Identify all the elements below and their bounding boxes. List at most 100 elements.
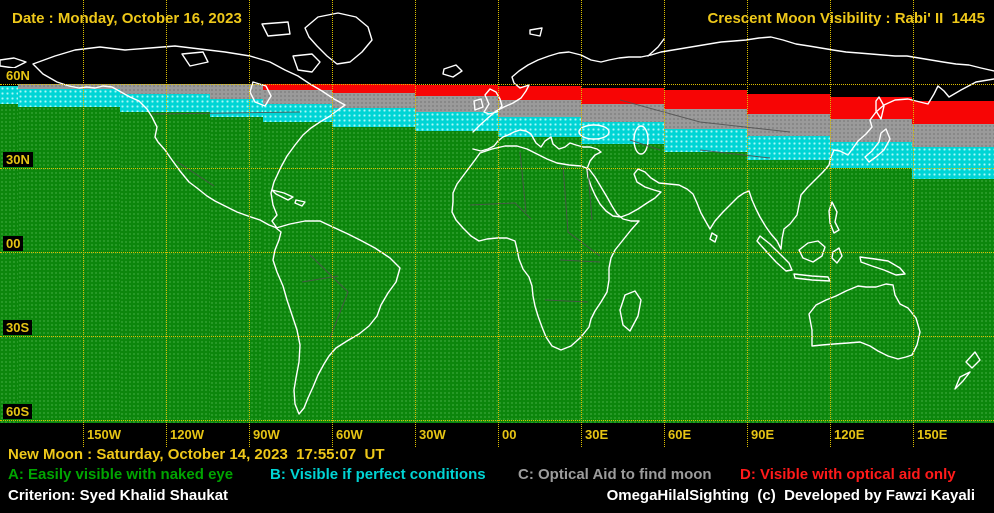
zone-c-gray — [498, 100, 581, 117]
date-title: Date : Monday, October 16, 2023 — [12, 10, 242, 27]
coastline-cuba — [271, 189, 294, 201]
coastline-hudson-bay — [249, 81, 272, 107]
lat-tick-label: 30N — [3, 152, 33, 167]
zone-d-red — [747, 94, 830, 114]
zone-b-cyan — [18, 89, 120, 107]
coastline-borneo — [798, 240, 826, 263]
coastline-hispaniola — [294, 199, 306, 207]
lon-tick-label: 120E — [834, 427, 865, 442]
coastline-philippines — [828, 201, 840, 234]
zone-a-green — [18, 107, 120, 423]
zone-a-green — [498, 137, 581, 423]
zone-b-cyan — [498, 117, 581, 137]
coastline-new-zealand-north — [965, 351, 981, 369]
zone-d-red — [830, 97, 912, 119]
country-borders — [151, 99, 791, 339]
zone-d-red — [912, 101, 994, 124]
zone-b-cyan — [664, 129, 747, 152]
lon-tick-label: 90E — [751, 427, 775, 442]
zone-a-green — [581, 144, 664, 423]
legend-row: A: Easily visible with naked eye B: Visib… — [0, 466, 994, 484]
page-title: Crescent Moon Visibility : Rabi' II 1445 — [707, 10, 985, 27]
coastline-ireland — [473, 98, 484, 111]
zone-b-cyan — [120, 94, 210, 112]
zone-a-green — [332, 127, 415, 423]
coastline-java — [793, 273, 831, 282]
criterion-label: Criterion: Syed Khalid Shaukat — [8, 487, 229, 504]
coastline-sri-lanka — [709, 232, 718, 243]
coastline-baffin-island — [292, 53, 321, 73]
zone-d-red — [332, 84, 415, 93]
zone-c-gray — [120, 84, 210, 94]
world-map: 60N 30N 00 30S 60S — [0, 12, 994, 423]
coastline-greenland — [304, 12, 373, 65]
coastline-south-america — [272, 220, 401, 415]
longitude-axis: 150W 120W 90W 60W 30W 00 30E 60E 90E 120E 150E — [0, 426, 994, 443]
lon-tick-label: 30W — [419, 427, 446, 442]
new-moon-label: New Moon : Saturday, October 14, 2023 17… — [8, 446, 385, 463]
lon-tick-label: 60W — [336, 427, 363, 442]
zone-c-gray — [332, 93, 415, 108]
zone-a-green — [120, 112, 210, 423]
zone-a-green — [830, 168, 912, 423]
zone-a-green — [747, 160, 830, 423]
coastline-africa — [451, 145, 640, 351]
legend-item-c: C: Optical Aid to find moon — [518, 466, 712, 483]
zone-b-cyan — [332, 108, 415, 127]
coastline-victoria-island — [181, 51, 209, 67]
zone-d-red — [498, 86, 581, 100]
zone-a-green — [664, 152, 747, 423]
lat-tick-label: 00 — [3, 236, 24, 251]
coastline-svalbard — [529, 27, 543, 37]
coastline-britain — [483, 88, 503, 115]
zone-d-red — [664, 90, 747, 109]
coastline-layer — [0, 12, 994, 415]
coastline-black-sea — [578, 124, 610, 140]
lat-tick-label: 60N — [3, 68, 33, 83]
zone-c-gray — [747, 114, 830, 136]
coastline-caspian-sea — [633, 125, 649, 155]
zone-c-gray — [912, 124, 994, 147]
zone-b-cyan — [747, 136, 830, 160]
zone-a-green — [415, 131, 498, 423]
zone-d-red — [263, 84, 332, 90]
coastline-chukotka-edge — [0, 57, 27, 69]
coastline-australia — [808, 283, 921, 360]
coastline-eurasia-arctic — [472, 36, 994, 133]
zone-b-cyan — [263, 104, 332, 122]
zone-a-green — [912, 179, 994, 423]
zone-b-cyan — [415, 112, 498, 131]
legend-item-b: B: Visible if perfect conditions — [270, 466, 486, 483]
zone-c-gray — [581, 104, 664, 122]
lon-tick-label: 120W — [170, 427, 204, 442]
coastline-eurasia-south — [472, 78, 994, 250]
coastline-iceland — [442, 64, 463, 78]
lon-tick-label: 60E — [668, 427, 692, 442]
lat-tick-label: 60S — [3, 404, 33, 419]
visibility-zones-layer — [0, 84, 994, 423]
coastline-sakhalin — [875, 96, 885, 120]
coastline-sulawesi — [831, 247, 843, 264]
zone-c-gray — [263, 90, 332, 104]
zone-b-cyan — [912, 147, 994, 179]
lon-tick-label: 90W — [253, 427, 280, 442]
coastline-japan — [864, 128, 891, 163]
coastline-new-zealand-south — [954, 371, 971, 390]
lon-tick-label: 00 — [502, 427, 517, 442]
credit-label: OmegaHilalSighting (c) Developed by Fawz… — [606, 487, 975, 504]
zone-c-gray — [830, 119, 912, 142]
zone-b-cyan — [0, 86, 18, 104]
coastline-sumatra — [756, 235, 793, 272]
zone-d-red — [581, 88, 664, 104]
legend-item-d: D: Visible with optical aid only — [740, 466, 956, 483]
zone-b-cyan — [830, 142, 912, 168]
zone-a-green — [0, 104, 18, 423]
coastline-north-america — [32, 45, 346, 229]
legend-item-a: A: Easily visible with naked eye — [8, 466, 234, 483]
lon-tick-label: 150E — [917, 427, 948, 442]
lat-tick-label: 30S — [3, 320, 33, 335]
coastline-new-guinea — [859, 256, 906, 276]
zone-d-red — [415, 85, 498, 96]
zone-c-gray — [664, 109, 747, 129]
